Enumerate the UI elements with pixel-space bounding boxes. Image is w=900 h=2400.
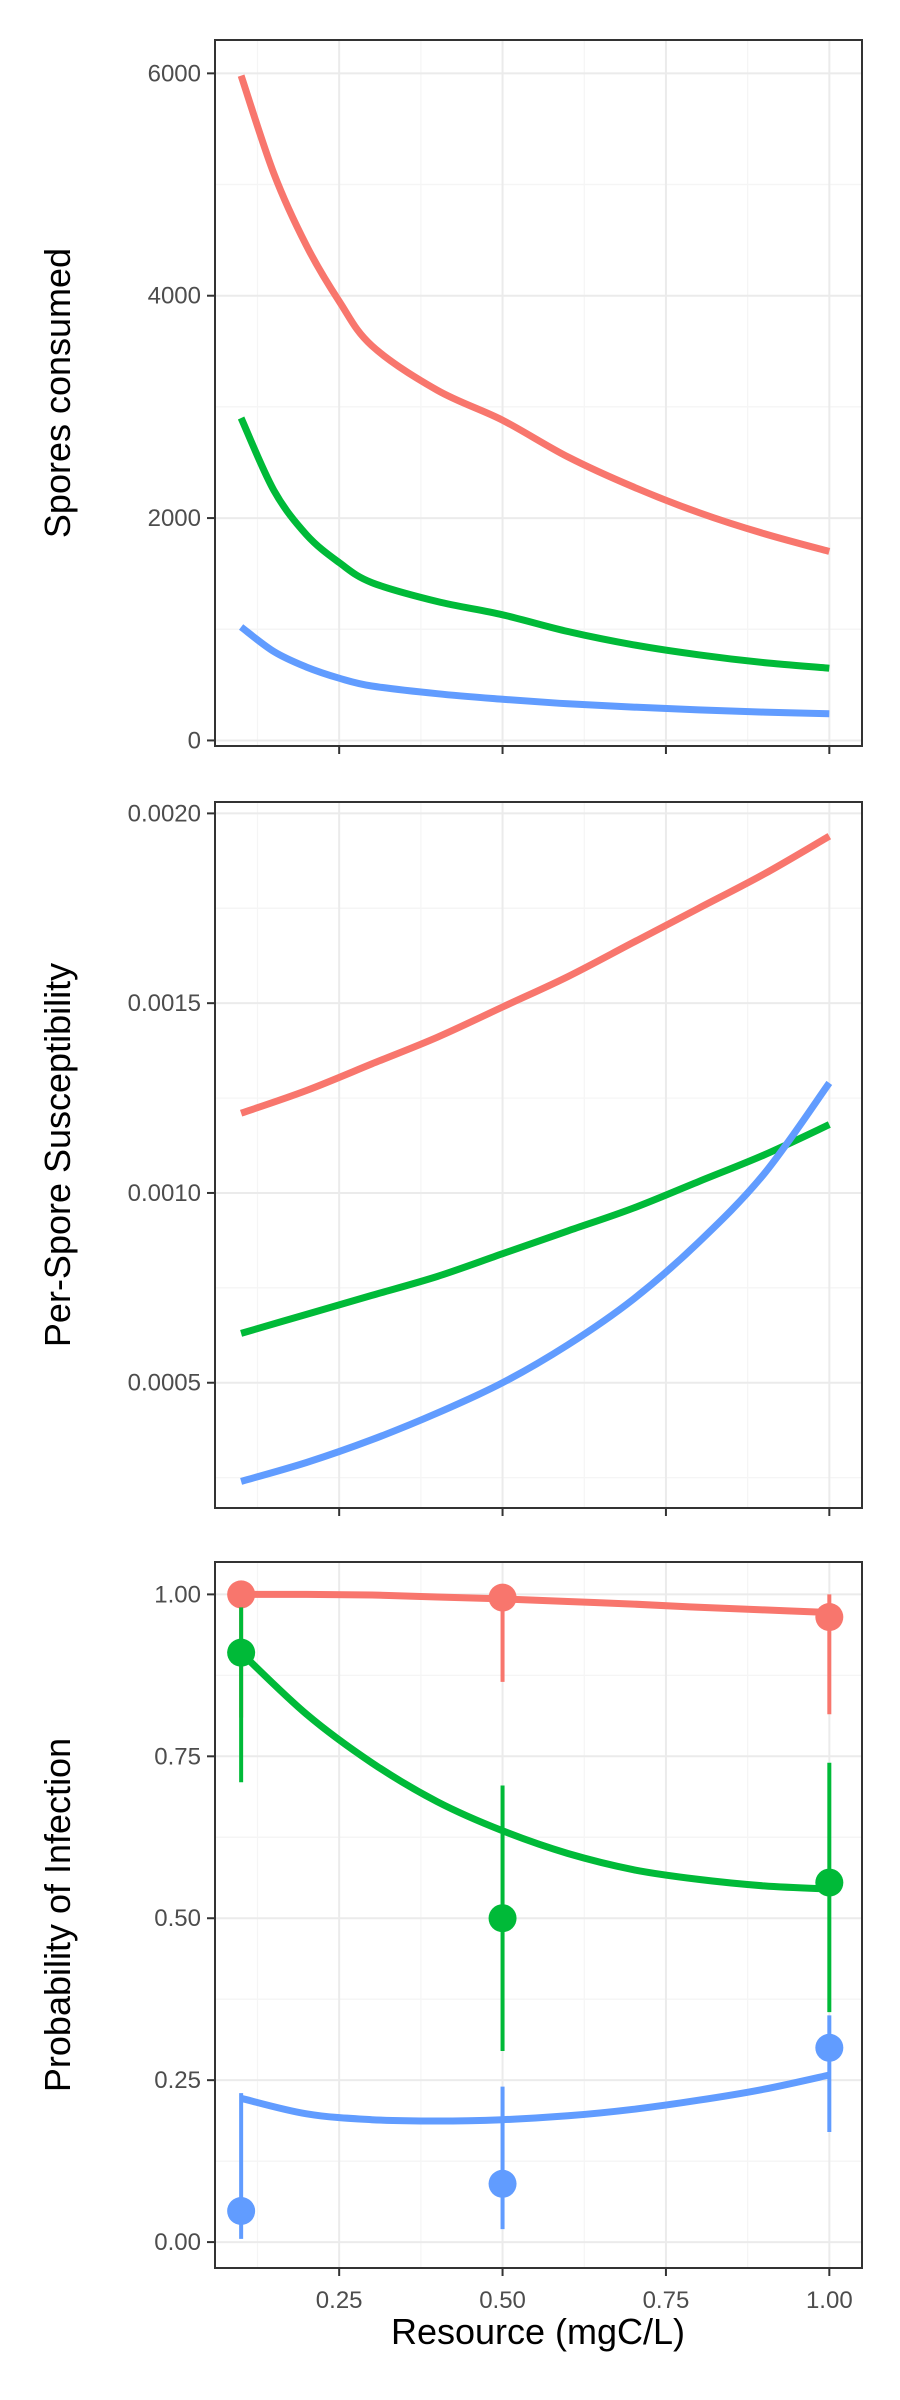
series-line-green bbox=[240, 1121, 831, 1337]
data-point-red bbox=[227, 1580, 256, 1609]
x-tick-label: 0.50 bbox=[479, 2287, 526, 2314]
series-line-blue bbox=[240, 1080, 833, 1485]
series-line-red bbox=[239, 833, 832, 1117]
y-tick-label: 2000 bbox=[148, 505, 201, 532]
data-point-red bbox=[815, 1603, 844, 1632]
y-tick-label: 1.00 bbox=[154, 1581, 201, 1608]
data-point-red bbox=[488, 1583, 517, 1612]
data-point-blue bbox=[227, 2197, 256, 2226]
series-line-blue bbox=[240, 2071, 831, 2125]
y-tick-label: 4000 bbox=[148, 283, 201, 310]
y-axis-title: Per-Spore Susceptibility bbox=[37, 963, 78, 1347]
panel-3: 0.00 0.25 0.50 0.75 1.00 0.25 0.50 0.75 1.00 Prob… bbox=[37, 1561, 863, 2314]
y-tick-label: 0.0015 bbox=[128, 990, 201, 1017]
data-point-blue bbox=[488, 2169, 517, 2198]
panel-border bbox=[214, 801, 863, 1509]
y-tick-label: 0.0020 bbox=[128, 800, 201, 827]
data-point-green bbox=[227, 1638, 256, 1667]
y-tick-label: 0.00 bbox=[154, 2229, 201, 2256]
panel-border bbox=[214, 39, 863, 747]
y-axis-title: Probability of Infection bbox=[37, 1738, 78, 2092]
x-axis-title: Resource (mgC/L) bbox=[391, 2311, 685, 2352]
x-tick-label: 1.00 bbox=[806, 2287, 853, 2314]
panel-border bbox=[214, 1561, 863, 2269]
data-point-green bbox=[815, 1868, 844, 1897]
series-group bbox=[237, 74, 831, 718]
series-line-blue bbox=[238, 624, 830, 718]
y-tick-label: 0.25 bbox=[154, 2067, 201, 2094]
panel-1: 0 2000 4000 6000 Spores consumed bbox=[37, 39, 863, 754]
x-tick-label: 0.75 bbox=[643, 2287, 690, 2314]
series-group bbox=[227, 1580, 844, 2239]
y-tick-label: 0.75 bbox=[154, 1743, 201, 1770]
series-line-green bbox=[238, 1650, 830, 1893]
series-line-green bbox=[237, 416, 830, 672]
y-tick-label: 6000 bbox=[148, 60, 201, 87]
panel-2: 0.0005 0.0010 0.0015 0.0020 Per-Spore Suscep… bbox=[37, 800, 863, 1516]
data-point-blue bbox=[815, 2033, 844, 2062]
y-tick-label: 0 bbox=[188, 727, 201, 754]
y-tick-label: 0.50 bbox=[154, 1905, 201, 1932]
series-line-red bbox=[241, 1590, 830, 1616]
series-group bbox=[239, 833, 833, 1485]
y-tick-label: 0.0005 bbox=[128, 1370, 201, 1397]
panels: 0 2000 4000 6000 Spores consumed 0.0005 0.0010… bbox=[37, 39, 863, 2314]
y-tick-label: 0.0010 bbox=[128, 1180, 201, 1207]
x-tick-label: 0.25 bbox=[316, 2287, 363, 2314]
series-line-red bbox=[237, 74, 831, 555]
data-point-green bbox=[488, 1904, 517, 1933]
y-axis-title: Spores consumed bbox=[37, 248, 78, 538]
